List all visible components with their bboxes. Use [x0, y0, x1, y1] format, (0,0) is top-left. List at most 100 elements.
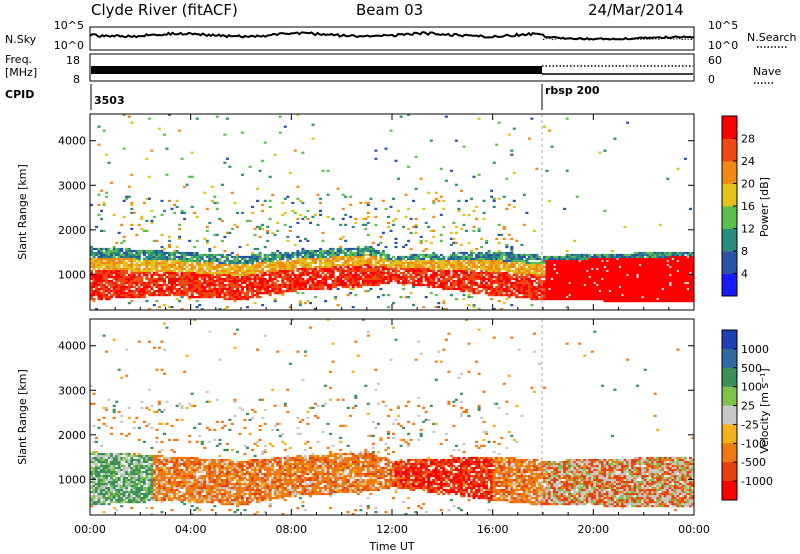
power-cell [648, 257, 652, 261]
power-cell [92, 292, 96, 295]
power-cell [407, 269, 411, 273]
power-cell [490, 273, 494, 277]
power-cell [467, 263, 471, 267]
power-cell [228, 253, 232, 257]
power-cell [130, 283, 134, 287]
power-cell [626, 300, 630, 303]
power-cell [178, 223, 182, 226]
power-cell [137, 277, 141, 281]
power-cell [442, 283, 446, 287]
power-cell [251, 296, 255, 299]
power-cell [183, 290, 187, 293]
power-cell [661, 298, 665, 301]
power-cell [492, 265, 496, 269]
power-cell [246, 219, 249, 222]
power-cell [447, 279, 451, 283]
power-cell [553, 257, 557, 261]
power-cell [228, 279, 232, 283]
power-cell [621, 287, 624, 291]
power-cell [492, 197, 496, 200]
power-cell [324, 255, 328, 259]
power-cell [263, 259, 267, 263]
power-cell [646, 265, 650, 269]
power-cell [381, 263, 385, 267]
power-cell [593, 267, 597, 271]
power-cell [230, 261, 234, 265]
power-cell [668, 271, 672, 275]
power-cell [225, 283, 229, 287]
power-cell [593, 271, 597, 275]
power-cell [419, 271, 423, 275]
power-cell [193, 287, 197, 291]
power-cell [379, 265, 383, 269]
power-cell [218, 287, 222, 291]
power-cell [520, 259, 524, 263]
power-cell [525, 263, 529, 267]
power-cell [394, 245, 398, 249]
power-cell [663, 275, 667, 279]
power-cell [147, 253, 151, 257]
power-cell [570, 277, 574, 281]
power-cell [608, 285, 612, 289]
power-cell [663, 271, 667, 275]
power-cell [364, 283, 368, 287]
power-cell [246, 277, 249, 281]
power-cell [163, 273, 166, 277]
power-cell [132, 257, 136, 261]
power-cell [100, 189, 104, 192]
power-cell [326, 285, 330, 289]
power-cell [346, 265, 350, 269]
power-cell [507, 281, 511, 285]
power-cell [603, 279, 607, 283]
power-cell [198, 263, 202, 267]
power-cell [548, 277, 551, 281]
power-cell [548, 273, 551, 277]
power-cell [157, 290, 161, 293]
power-cell [515, 239, 519, 242]
power-cell [127, 253, 131, 257]
power-cell [500, 290, 504, 293]
power-cell [160, 279, 164, 283]
power-cell [102, 283, 106, 287]
power-cell [273, 265, 277, 269]
power-cell [97, 251, 101, 255]
power-cell [648, 292, 652, 295]
power-cell [193, 245, 197, 249]
power-cell [246, 273, 249, 277]
power-cell [344, 275, 348, 279]
power-cell [298, 239, 302, 242]
power-cell [248, 273, 252, 277]
power-cell [180, 209, 184, 212]
power-cell [90, 247, 93, 251]
power-cell [215, 294, 219, 297]
power-cell [344, 253, 348, 257]
power-cell [470, 197, 473, 200]
power-cell [175, 290, 179, 293]
power-cell [527, 265, 531, 269]
power-cell [233, 285, 237, 289]
power-cell [605, 261, 609, 265]
power-cell [115, 277, 119, 281]
power-cell [412, 283, 416, 287]
power-cell [419, 261, 423, 265]
power-cell [220, 281, 224, 285]
power-cell [256, 267, 260, 271]
power-cell [100, 251, 104, 255]
power-cell [538, 275, 541, 279]
power-cell [414, 275, 418, 279]
power-cell [618, 294, 622, 297]
power-cell [663, 267, 667, 271]
power-cell [271, 259, 275, 263]
power-cell [578, 290, 582, 293]
power-cell [314, 308, 317, 311]
power-cell [190, 175, 194, 178]
power-cell [568, 285, 572, 289]
power-cell [165, 261, 169, 265]
power-cell [595, 277, 599, 281]
power-cell [621, 265, 624, 269]
power-cell [422, 265, 426, 269]
power-cell [195, 253, 199, 257]
power-cell [263, 257, 267, 261]
power-cell [137, 249, 141, 253]
power-cell [636, 269, 640, 273]
